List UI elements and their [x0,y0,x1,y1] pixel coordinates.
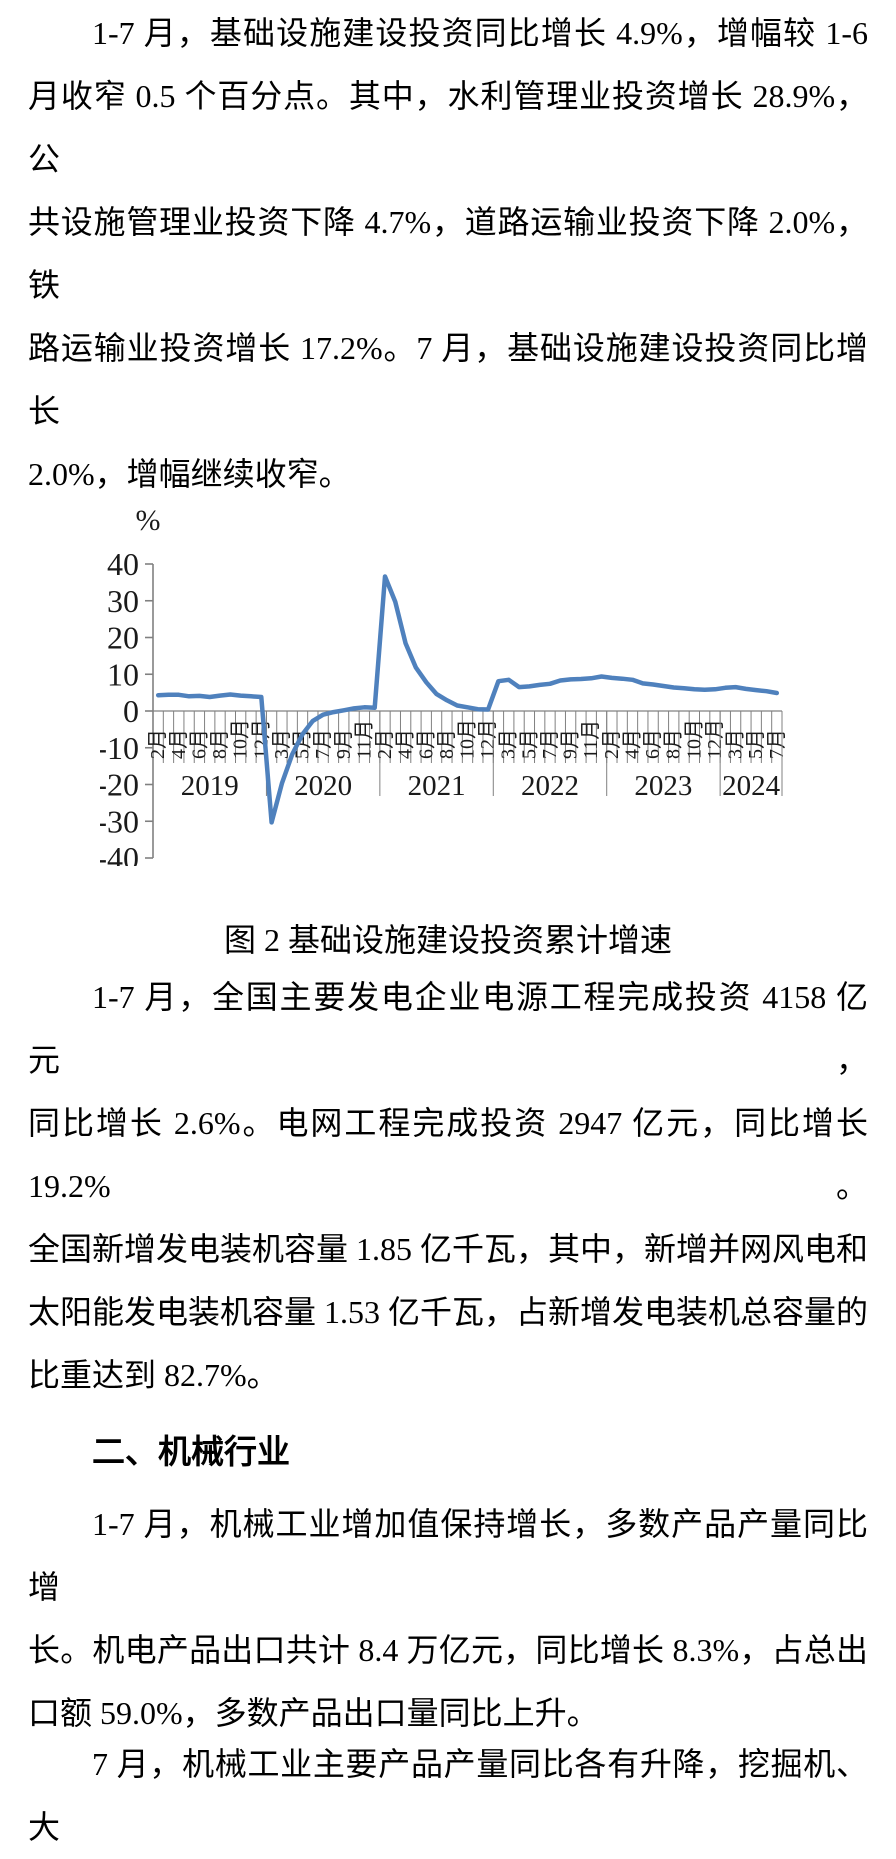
month-tick-label: 5月 [745,729,767,759]
month-tick-label: 2月 [374,729,396,759]
text-line: 太阳能发电装机容量 1.53 亿千瓦，占新增发电装机总容量的 [28,1294,869,1330]
month-tick-label: 3月 [725,729,747,759]
month-tick-label: 8月 [663,729,685,759]
month-tick-label: 10月 [230,719,252,759]
year-label: 2023 [634,770,692,802]
growth-line-series [155,574,780,825]
month-tick-label: 10月 [457,719,479,759]
month-tick-label: 8月 [209,729,231,759]
year-label: 2024 [722,770,781,802]
paragraph-machinery-july: 7 月，机械工业主要产品产量同比各有升降，挖掘机、大 [28,1733,868,1859]
paragraph-power-investment: 1-7 月，全国主要发电企业电源工程完成投资 4158 亿元， 同比增长 2.6… [28,966,868,1407]
month-tick-label: 12月 [250,719,272,759]
month-tick-label: 8月 [436,729,458,759]
month-tick-label: 4月 [621,729,643,759]
month-tick-label: 9月 [333,729,355,759]
month-tick-label: 7月 [539,729,561,759]
text-line: 全国新增发电装机容量 1.85 亿千瓦，其中，新增并网风电和 [28,1231,869,1267]
text-line: 长。机电产品出口共计 8.4 万亿元，同比增长 8.3%，占总出 [28,1632,868,1668]
figure-caption: 图 2 基础设施建设投资累计增速 [223,922,672,958]
section-heading-machinery: 二、机械行业 [92,1433,290,1470]
month-tick-label: 10月 [683,719,705,759]
text-line: 月收窄 0.5 个百分点。其中，水利管理业投资增长 28.9%，公 [28,78,868,177]
year-label: 2022 [521,770,579,802]
year-label: 2019 [181,770,239,802]
text-line: 路运输业投资增长 17.2%。7 月，基础设施建设投资同比增长 [28,330,868,429]
month-tick-label: 11月 [580,720,602,759]
y-tick-label: 40 [107,546,139,582]
year-label: 2021 [408,770,466,802]
y-tick-label: 10 [107,656,139,692]
y-axis-unit-label: % [136,506,161,537]
y-tick-label: -20 [100,767,139,803]
month-tick-label: 4月 [168,729,190,759]
month-tick-label: 2月 [147,729,169,759]
month-tick-label: 3月 [271,729,293,759]
year-label: 2020 [294,770,352,802]
month-tick-label: 6月 [415,729,437,759]
infrastructure-growth-line-chart: %403020100-10-20-30-4020192月4月6月8月10月12月… [100,506,788,866]
y-tick-label: -40 [100,840,139,866]
month-tick-label: 5月 [292,729,314,759]
y-tick-label: -10 [100,730,139,766]
month-tick-label: 7月 [766,729,788,759]
month-tick-label: 7月 [312,729,334,759]
paragraph-machinery-industry: 1-7 月，机械工业增加值保持增长，多数产品产量同比增 长。机电产品出口共计 8… [28,1493,868,1745]
text-line: 2.0%，增幅继续收窄。 [28,456,351,492]
text-line: 1-7 月，全国主要发电企业电源工程完成投资 4158 亿元， [28,979,868,1078]
month-tick-label: 6月 [188,729,210,759]
month-tick-label: 11月 [353,720,375,759]
y-tick-label: 20 [107,620,139,656]
text-line: 同比增长 2.6%。电网工程完成投资 2947 亿元，同比增长 19.2%。 [28,1105,868,1204]
y-tick-label: -30 [100,803,139,839]
y-tick-label: 0 [123,693,139,729]
month-tick-label: 2月 [601,729,623,759]
month-tick-label: 3月 [498,729,520,759]
month-tick-label: 12月 [477,719,499,759]
figure-2-infrastructure-chart: % 40 30 20 10 0 -10 -20 -30 -40 2019 2月 4月 6月 8月 10月 12月… [100,506,868,866]
text-line: 7 月，机械工业主要产品产量同比各有升降，挖掘机、大 [28,1746,868,1845]
month-tick-label: 12月 [704,719,726,759]
text-line: 比重达到 82.7%。 [28,1357,279,1393]
month-tick-label: 9月 [560,729,582,759]
month-tick-label: 4月 [395,729,417,759]
month-tick-label: 5月 [518,729,540,759]
y-tick-label: 30 [107,583,139,619]
paragraph-infrastructure-investment: 1-7 月，基础设施建设投资同比增长 4.9%，增幅较 1-6 月收窄 0.5 … [28,2,868,506]
text-line: 1-7 月，基础设施建设投资同比增长 4.9%，增幅较 1-6 [92,15,868,51]
text-line: 共设施管理业投资下降 4.7%，道路运输业投资下降 2.0%，铁 [28,204,868,303]
month-tick-label: 6月 [642,729,664,759]
text-line: 1-7 月，机械工业增加值保持增长，多数产品产量同比增 [28,1506,868,1605]
